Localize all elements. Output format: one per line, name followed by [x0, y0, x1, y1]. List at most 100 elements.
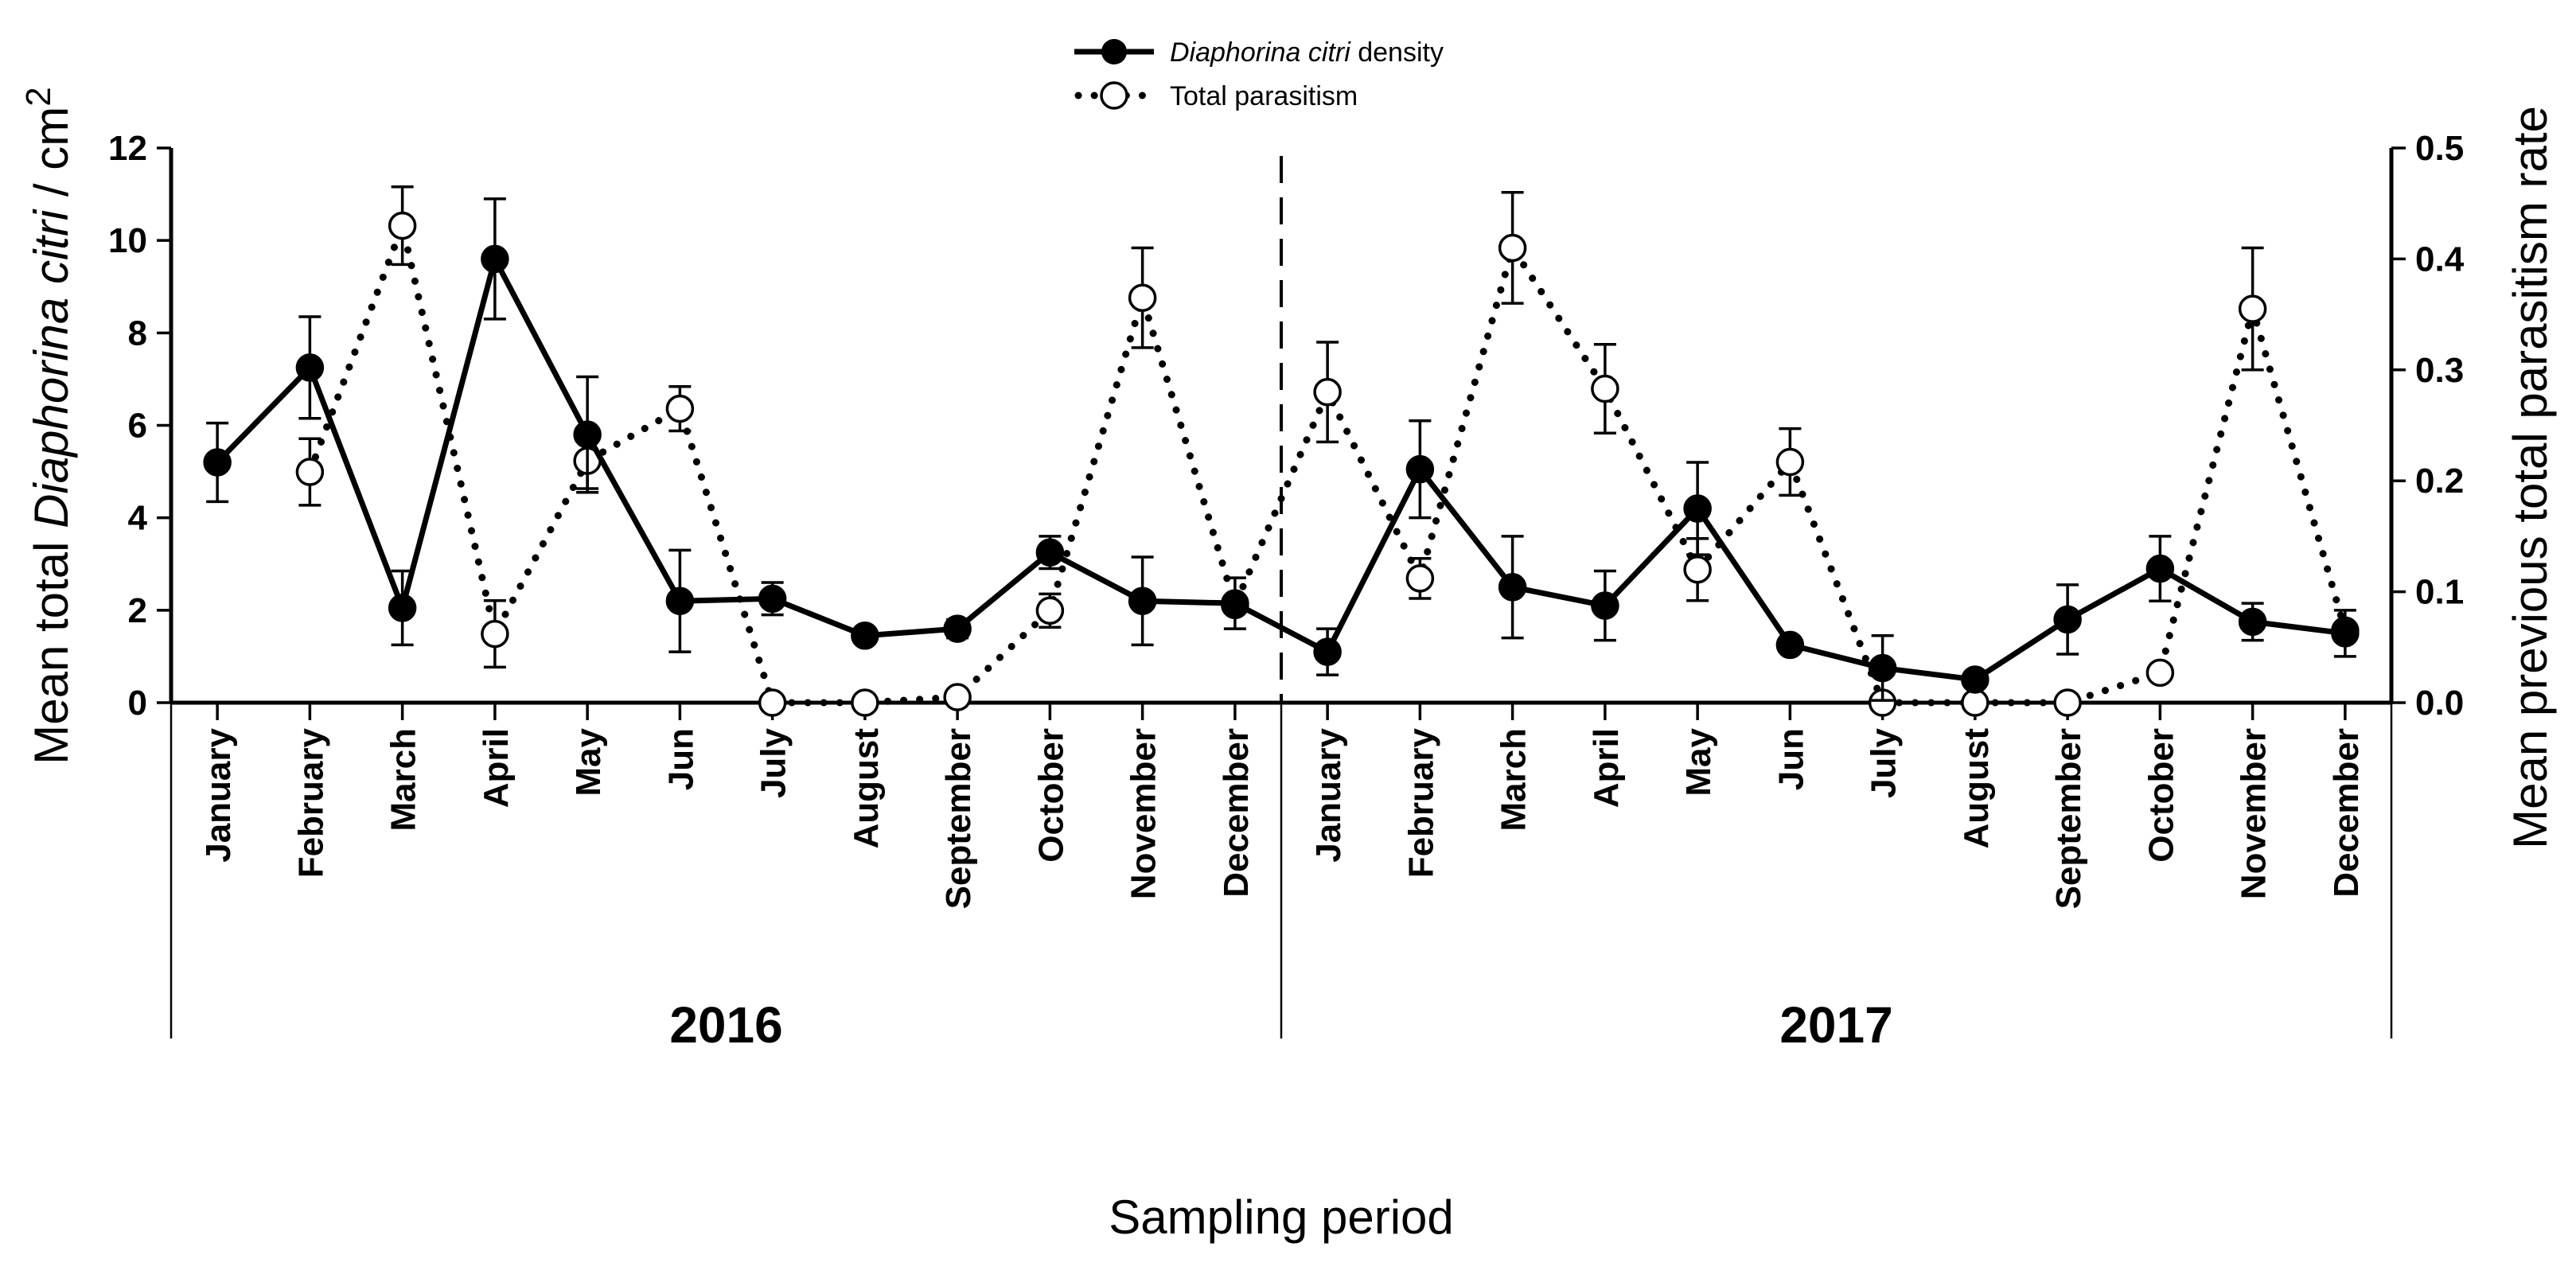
data-point — [943, 614, 972, 643]
data-point — [1591, 374, 1619, 403]
x-tick-label: March — [1495, 728, 1534, 832]
data-point — [1683, 494, 1712, 523]
x-tick-label: April — [477, 728, 516, 808]
x-tick-label: July — [754, 727, 793, 798]
data-point — [2238, 294, 2267, 323]
x-tick-label: September — [2049, 728, 2088, 909]
data-point — [295, 458, 325, 486]
x-tick-label: August — [1957, 728, 1996, 849]
x-tick-label: August — [847, 728, 886, 849]
x-axis-title: Sampling period — [1109, 1190, 1454, 1244]
x-tick-label: July — [1865, 727, 1904, 798]
year-label-2017: 2017 — [1779, 996, 1892, 1054]
data-point — [665, 586, 695, 615]
data-point — [1775, 630, 1805, 660]
left-y-tick-label: 4 — [128, 499, 148, 538]
y-axis-right-title: Mean previous total parasitism rate — [2504, 106, 2557, 849]
data-point — [1405, 454, 1435, 484]
legend-parasitism-label: Total parasitism — [1170, 81, 1358, 111]
data-point — [1035, 538, 1065, 567]
left-y-tick-label: 6 — [128, 407, 147, 446]
data-point — [1405, 564, 1435, 593]
data-point — [758, 584, 787, 614]
right-y-tick-label: 0.0 — [2415, 684, 2464, 723]
data-point — [1128, 586, 1157, 615]
data-point — [481, 244, 509, 274]
left-y-tick-label: 12 — [108, 129, 147, 168]
x-tick-label: May — [1679, 727, 1718, 796]
left-y-tick-label: 0 — [128, 684, 147, 723]
right-y-tick-label: 0.3 — [2415, 351, 2464, 390]
legend-density-rest: density — [1350, 37, 1444, 68]
data-point — [2145, 658, 2175, 688]
data-point — [2331, 619, 2360, 648]
year-label-2016: 2016 — [669, 996, 782, 1054]
data-point — [2238, 607, 2267, 637]
x-tick-label: October — [2141, 728, 2180, 863]
x-tick-label: March — [384, 728, 423, 832]
legend-parasitism-marker — [1100, 81, 1128, 110]
right-y-tick-label: 0.4 — [2415, 240, 2465, 279]
left-y-tick-label: 10 — [108, 221, 147, 260]
y-left-title-post: / cm — [25, 107, 78, 210]
x-tick-label: September — [939, 728, 978, 909]
x-tick-label: February — [1401, 727, 1440, 878]
data-point — [1313, 637, 1342, 666]
x-tick-label: November — [2235, 728, 2274, 899]
data-point — [1313, 377, 1342, 407]
x-tick-label: Jun — [661, 728, 700, 790]
data-point — [1498, 573, 1527, 602]
data-point — [1035, 596, 1065, 625]
x-tick-label: December — [2327, 728, 2366, 898]
legend-density-italic: Diaphorina citri — [1170, 37, 1351, 68]
data-point — [1961, 688, 1989, 717]
data-point — [481, 619, 509, 649]
data-point — [851, 622, 879, 650]
data-point — [1591, 591, 1619, 620]
x-tick-label: January — [199, 727, 238, 862]
x-tick-label: December — [1217, 728, 1256, 898]
right-y-tick-label: 0.5 — [2415, 129, 2464, 168]
data-point — [573, 420, 602, 449]
data-point — [1868, 653, 1897, 683]
data-point — [665, 394, 695, 423]
y-left-title-sup: 2 — [19, 87, 58, 106]
x-tick-label: January — [1309, 727, 1348, 862]
y-left-title-pre: Mean total — [25, 528, 78, 765]
data-point — [2145, 554, 2175, 583]
left-y-tick-label: 2 — [128, 591, 147, 630]
legend-density-marker — [1101, 39, 1127, 64]
data-point — [1128, 283, 1157, 312]
x-tick-label: Jun — [1771, 728, 1810, 790]
right-y-ticks: 0.0 0.1 0.2 0.3 0.4 0.5 — [2391, 129, 2465, 723]
x-tick-label: April — [1587, 728, 1626, 808]
series-line — [215, 255, 2346, 683]
y-axis-left-title: Mean total Diaphorina citri / cm2 — [19, 87, 78, 765]
data-point — [758, 688, 787, 717]
data-point — [1221, 589, 1249, 618]
data-point — [203, 448, 232, 477]
y-left-title-italic: Diaphorina citri — [25, 208, 78, 528]
x-ticks: January February March April May Jun July Augus… — [199, 703, 2366, 909]
right-y-tick-label: 0.2 — [2415, 462, 2464, 501]
data-point — [1961, 665, 1989, 694]
data-point — [1775, 447, 1805, 477]
data-point — [2053, 605, 2082, 634]
data-point — [943, 683, 972, 711]
series-diaphorina-density — [203, 197, 2360, 702]
data-point — [1498, 233, 1527, 263]
x-tick-label: May — [569, 727, 608, 796]
left-y-tick-label: 8 — [128, 314, 147, 353]
data-point — [295, 353, 325, 382]
right-y-tick-label: 0.1 — [2415, 573, 2464, 612]
data-point — [851, 688, 879, 717]
x-tick-label: November — [1124, 728, 1163, 899]
x-tick-label: October — [1031, 728, 1070, 863]
data-point — [2053, 688, 2082, 717]
left-y-ticks: 0 2 4 6 8 10 12 — [108, 129, 171, 723]
legend: Diaphorina citri density Total parasitis… — [1074, 37, 1444, 111]
data-point — [1683, 555, 1712, 584]
data-point — [388, 594, 417, 622]
x-tick-label: February — [291, 727, 330, 878]
